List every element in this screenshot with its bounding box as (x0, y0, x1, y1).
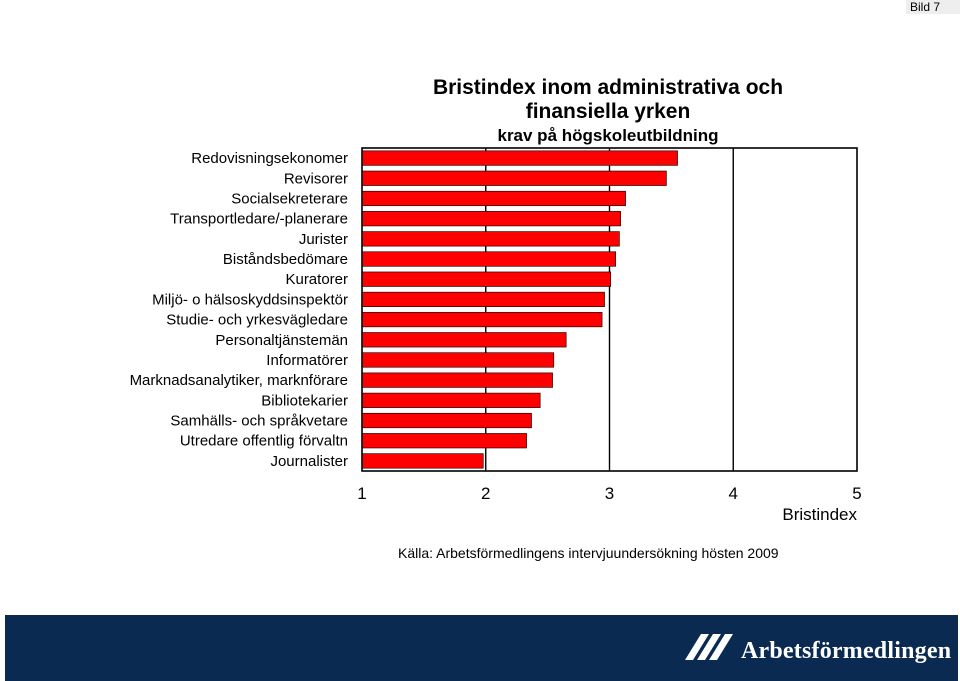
category-label: Utredare offentlig förvaltn (180, 433, 348, 450)
bar-14 (361, 412, 532, 429)
category-label: Jurister (299, 231, 348, 248)
category-label: Transportledare/-planerare (170, 211, 348, 228)
plot-frame (361, 147, 858, 472)
bar-7 (361, 271, 612, 287)
chart-title-line-2: finansiella yrken (525, 100, 691, 123)
x-axis-label: Bristindex (782, 505, 857, 524)
category-label: Informatörer (266, 352, 348, 369)
category-label: Bibliotekarier (261, 392, 348, 409)
bar-3 (361, 190, 626, 207)
source-note: Källa: Arbetsförmedlingens intervjuunder… (398, 545, 779, 561)
footer-band: Arbetsförmedlingen (5, 615, 958, 681)
category-label: Marknadsanalytiker, marknförare (130, 372, 348, 389)
x-tick-label: 1 (357, 484, 366, 503)
chart-subtitle: krav på högskoleutbildning (497, 126, 719, 145)
category-label: Journalister (270, 453, 348, 470)
category-label: Revisorer (284, 170, 348, 187)
category-label: Miljö- o hälsoskyddsinspektör (152, 291, 348, 308)
arbetsformedlingen-logo-icon (685, 634, 733, 660)
category-label: Kuratorer (285, 271, 348, 288)
bar-5 (361, 231, 620, 247)
category-label: Redovisningsekonomer (191, 150, 348, 167)
logo-wordmark: Arbetsförmedlingen (741, 638, 952, 664)
x-tick-label: 2 (481, 484, 490, 503)
category-label: Biståndsbedömare (223, 251, 348, 268)
x-tick-label: 3 (605, 484, 614, 503)
bar-13 (361, 392, 541, 408)
bar-chart: Redovisningsekonomer Revisorer Socialsekre… (130, 147, 862, 524)
bar-9 (361, 312, 603, 328)
slide-number-label: Bild 7 (906, 0, 960, 14)
bar-2 (361, 170, 667, 186)
bar-6 (361, 251, 616, 267)
chart-title-line-1: Bristindex inom administrativa och (432, 76, 784, 99)
bar-11 (361, 352, 555, 368)
bar-15 (361, 433, 527, 449)
bar-4 (361, 211, 621, 227)
bar-10 (361, 332, 567, 348)
category-label: Studie- och yrkesvägledare (166, 312, 348, 329)
bar-1 (361, 150, 678, 166)
category-label: Samhälls- och språkvetare (170, 413, 348, 430)
bar-16 (361, 453, 484, 469)
x-tick-label: 4 (729, 484, 738, 503)
x-tick-label: 5 (852, 484, 861, 503)
category-label: Socialsekreterare (231, 190, 348, 207)
bar-12 (361, 372, 553, 388)
category-label: Personaltjänstemän (215, 332, 348, 349)
bar-8 (361, 291, 605, 307)
